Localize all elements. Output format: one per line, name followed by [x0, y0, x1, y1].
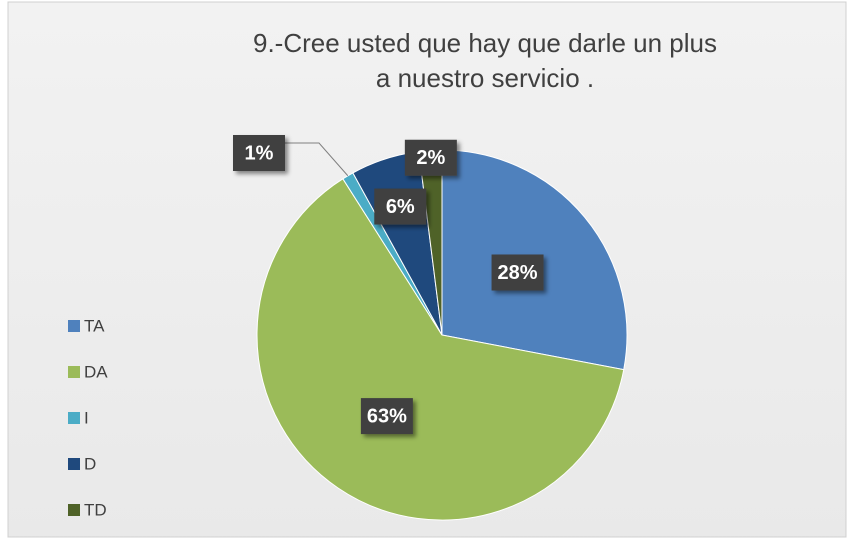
chart-title: 9.-Cree usted que hay que darle un plus a… — [253, 28, 717, 93]
leader-line — [285, 142, 349, 177]
legend-label: TD — [84, 500, 107, 519]
legend-label: DA — [84, 362, 108, 381]
data-label-box — [233, 135, 285, 171]
data-label-box — [360, 398, 413, 435]
legend-swatch — [68, 320, 80, 332]
data-label-box — [491, 254, 544, 291]
legend-label: D — [84, 454, 96, 473]
legend-swatch — [68, 366, 80, 378]
data-label: 1% — [245, 142, 274, 164]
data-label-box — [404, 139, 457, 176]
legend-label: TA — [84, 316, 105, 335]
data-label: 6% — [386, 196, 415, 218]
legend-swatch — [68, 458, 80, 470]
data-label: 28% — [498, 262, 538, 284]
data-label: 2% — [416, 147, 445, 169]
legend-swatch — [68, 412, 80, 424]
legend-swatch — [68, 504, 80, 516]
legend-label: I — [84, 408, 89, 427]
data-label-box — [374, 188, 427, 225]
pie-slice — [256, 178, 625, 521]
data-label: 63% — [367, 405, 407, 427]
